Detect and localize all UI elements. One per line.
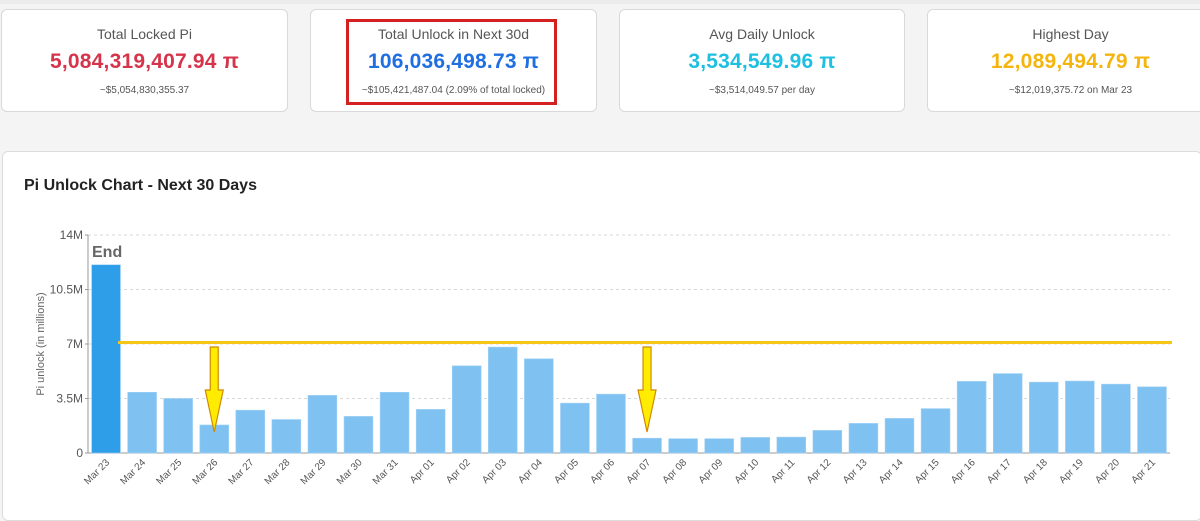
x-tick-label: Apr 13	[841, 457, 870, 486]
y-axis-title: Pi unlock (in millions)	[35, 292, 47, 395]
bar	[271, 419, 302, 454]
x-tick-label: Mar 23	[82, 457, 112, 487]
bar	[956, 381, 987, 454]
x-tick-label: Apr 09	[697, 457, 726, 486]
chart-panel	[2, 151, 1200, 521]
card-label: Avg Daily Unlock	[709, 26, 815, 42]
arrow-annotation	[204, 346, 224, 433]
y-tick-label: 0	[76, 446, 83, 460]
bar	[307, 395, 338, 454]
card-value: 106,036,498.73 π	[367, 50, 540, 73]
x-tick-label: Mar 25	[155, 457, 185, 487]
highest-day-card: Highest Day 12,089,494.79 π ~$12,019,375…	[927, 9, 1200, 112]
bar	[524, 358, 554, 454]
y-tick-label: 10.5M	[50, 283, 83, 297]
card-subtext: ~$5,054,830,355.37	[99, 85, 190, 96]
y-tick-label: 7M	[66, 337, 83, 351]
bar	[379, 391, 410, 454]
bar	[740, 437, 770, 454]
bar	[920, 408, 951, 454]
card-value: 5,084,319,407.94 π	[49, 50, 239, 73]
card-subtext: ~$3,514,049.57 per day	[709, 85, 815, 96]
x-tick-label: Apr 01	[408, 457, 437, 486]
chart-title: Pi Unlock Chart - Next 30 Days	[24, 177, 257, 194]
bar	[235, 409, 266, 454]
total-unlock-card: Total Unlock in Next 30d 106,036,498.73 …	[310, 9, 597, 112]
x-tick-label: Mar 24	[118, 457, 148, 487]
card-label: Total Locked Pi	[97, 26, 192, 42]
bar	[596, 393, 626, 454]
card-subtext: ~$105,421,487.04 (2.09% of total locked)	[361, 85, 546, 96]
x-tick-label: Mar 30	[335, 457, 365, 487]
x-tick-label: Apr 14	[877, 457, 906, 486]
card-value: 3,534,549.96 π	[688, 50, 836, 73]
highlight-box	[346, 19, 557, 105]
bar	[91, 264, 121, 454]
bar	[1101, 383, 1131, 454]
bar	[848, 423, 879, 454]
bar	[1065, 380, 1095, 454]
x-tick-label: Mar 26	[191, 457, 221, 487]
bar	[704, 438, 734, 454]
avg-daily-unlock-card: Avg Daily Unlock 3,534,549.96 π ~$3,514,…	[619, 9, 905, 112]
card-label: Total Unlock in Next 30d	[378, 26, 529, 42]
bar	[884, 418, 915, 454]
bar	[163, 398, 193, 454]
x-tick-label: Apr 20	[1093, 457, 1122, 486]
x-tick-label: Apr 02	[444, 457, 473, 486]
bar	[343, 416, 374, 454]
x-tick-label: Mar 27	[227, 457, 257, 487]
bar	[560, 402, 590, 454]
x-tick-label: Apr 03	[480, 457, 509, 486]
bar	[812, 430, 843, 454]
card-subtext: ~$12,019,375.72 on Mar 23	[1008, 85, 1133, 96]
x-tick-label: Apr 12	[805, 457, 834, 486]
bar	[451, 365, 482, 454]
x-tick-label: Apr 21	[1129, 457, 1158, 486]
x-tick-label: Apr 17	[985, 457, 1014, 486]
x-tick-label: Mar 29	[299, 457, 329, 487]
bar	[632, 437, 662, 454]
bar	[1029, 381, 1059, 454]
x-tick-label: Apr 07	[625, 457, 654, 486]
x-tick-label: Apr 08	[661, 457, 690, 486]
bar	[127, 391, 157, 454]
bar	[415, 409, 446, 454]
x-tick-label: Mar 28	[263, 457, 293, 487]
arrow-annotation	[637, 346, 657, 433]
x-tick-label: Apr 05	[552, 457, 581, 486]
x-tick-label: Apr 19	[1057, 457, 1086, 486]
top-divider	[0, 0, 1200, 4]
x-tick-label: Apr 16	[949, 457, 978, 486]
total-locked-card: Total Locked Pi 5,084,319,407.94 π ~$5,0…	[1, 9, 288, 112]
y-tick-label: 3.5M	[56, 392, 83, 406]
x-tick-label: Mar 31	[371, 457, 401, 487]
bar	[776, 436, 807, 454]
bar	[488, 346, 518, 454]
x-tick-label: Apr 11	[769, 457, 797, 485]
bar	[992, 373, 1023, 454]
bar	[1137, 386, 1167, 454]
y-tick-label: 14M	[60, 228, 83, 242]
card-label: Highest Day	[1032, 26, 1109, 42]
end-annotation: End	[92, 244, 122, 261]
x-tick-label: Apr 15	[913, 457, 942, 486]
bar	[668, 438, 698, 454]
x-tick-label: Apr 10	[733, 457, 762, 486]
card-value: 12,089,494.79 π	[990, 50, 1151, 73]
x-tick-label: Apr 04	[516, 457, 545, 486]
x-tick-label: Apr 06	[588, 457, 617, 486]
x-tick-label: Apr 18	[1021, 457, 1050, 486]
